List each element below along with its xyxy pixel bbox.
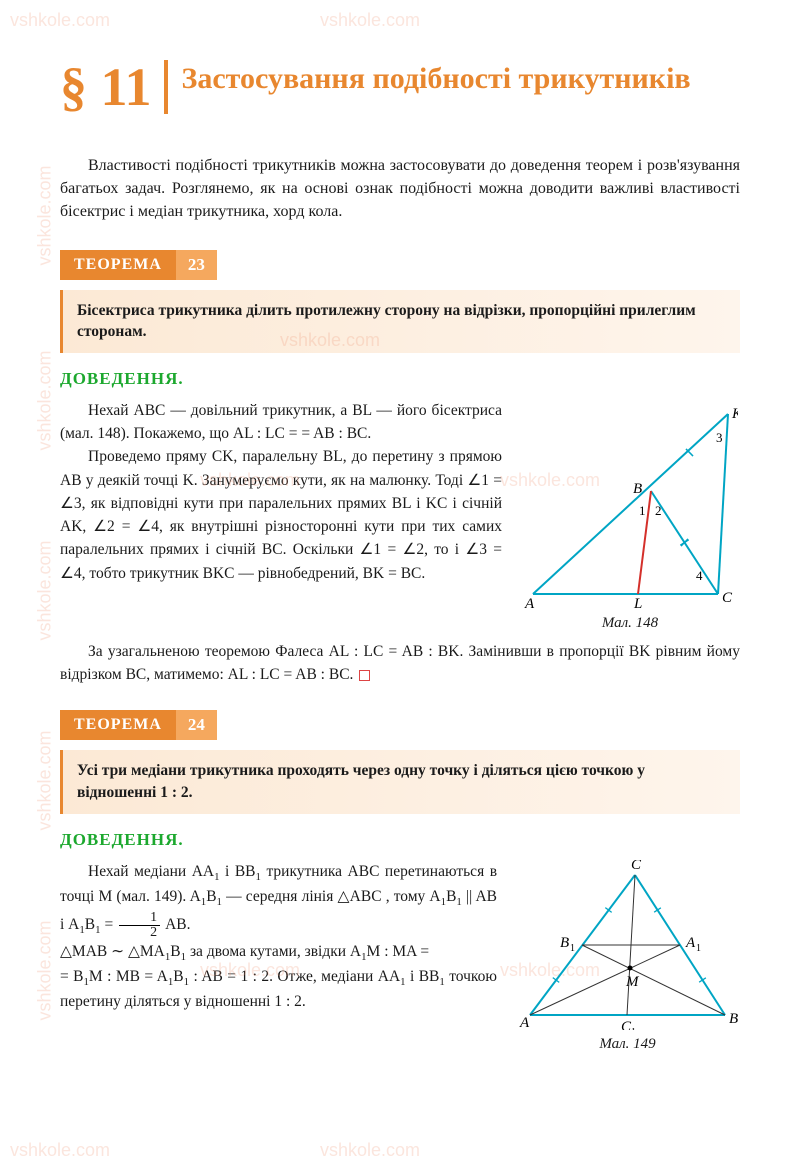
proof-23-conclusion: За узагальненою теоремою Фалеса AL : LC … [60,640,740,687]
watermark: vshkole.com [320,1140,420,1161]
svg-text:C: C [631,860,642,873]
theorem-24-label: ТЕОРЕМА 24 [60,710,217,740]
proof-24-p3: = B1M : MB = A1B1 : AB = 1 : 2. Отже, ме… [60,965,497,1014]
theorem-word: ТЕОРЕМА [60,710,176,740]
intro-paragraph: Властивості подібності трикутників можна… [60,154,740,224]
proof-23-text: Нехай ABC — довільний трикутник, а BL — … [60,399,502,632]
svg-text:1: 1 [639,503,646,518]
svg-text:L: L [633,596,642,609]
theorem-23-statement: Бісектриса трикутника ділить протилежну … [60,290,740,353]
watermark: vshkole.com [35,730,56,830]
svg-text:1: 1 [696,943,701,954]
section-number: § 11 [60,60,152,114]
section-title: Застосування подібності трикутників [182,60,691,97]
watermark: vshkole.com [10,1140,110,1161]
svg-text:A: A [524,596,535,609]
svg-text:C: C [722,590,733,606]
svg-text:4: 4 [696,568,703,583]
svg-text:1: 1 [570,943,575,954]
proof-label-23: ДОВЕДЕННЯ. [60,369,740,389]
section-number-block: § 11 [60,60,168,114]
svg-text:A: A [685,935,696,951]
triangle-diagram-149: ABCB1A1C1M [515,860,740,1030]
proof-24-block: Нехай медіани AA1 і BB1 трикутника ABC п… [60,860,740,1053]
watermark: vshkole.com [320,10,420,31]
svg-text:B: B [633,481,642,497]
svg-text:K: K [731,406,738,422]
figure-148-caption: Мал. 148 [602,615,658,632]
proof-23-p2: Проведемо пряму CK, паралельну BL, до пе… [60,445,502,585]
theorem-number: 23 [176,250,217,280]
section-header: § 11 Застосування подібності трикутників [60,60,740,114]
svg-text:B: B [560,935,569,951]
svg-text:A: A [519,1015,530,1030]
qed-icon [359,670,370,681]
watermark: vshkole.com [35,350,56,450]
watermark: vshkole.com [35,165,56,265]
theorem-number: 24 [176,710,217,740]
watermark: vshkole.com [35,540,56,640]
svg-text:B: B [729,1011,738,1027]
theorem-24-statement: Усі три медіани трикутника проходять чер… [60,750,740,813]
proof-24-p1: Нехай медіани AA1 і BB1 трикутника ABC п… [60,860,497,940]
svg-text:2: 2 [655,503,662,518]
watermark: vshkole.com [10,10,110,31]
theorem-word: ТЕОРЕМА [60,250,176,280]
figure-148: A B C K L 12 3 4 Мал. 148 [520,399,740,632]
svg-text:1: 1 [631,1027,636,1030]
proof-23-p1: Нехай ABC — довільний трикутник, а BL — … [60,399,502,446]
header-divider [164,60,168,114]
proof-24-p2: △MAB ∼ △MA1B1 за двома кутами, звідки A1… [60,940,497,965]
figure-149-caption: Мал. 149 [599,1036,655,1053]
svg-text:3: 3 [716,430,723,445]
triangle-diagram-148: A B C K L 12 3 4 [523,399,738,609]
theorem-23-label: ТЕОРЕМА 23 [60,250,217,280]
proof-24-text: Нехай медіани AA1 і BB1 трикутника ABC п… [60,860,497,1053]
figure-149: ABCB1A1C1M Мал. 149 [515,860,740,1053]
watermark: vshkole.com [35,920,56,1020]
svg-text:M: M [625,974,640,990]
proof-23-block: Нехай ABC — довільний трикутник, а BL — … [60,399,740,632]
proof-label-24: ДОВЕДЕННЯ. [60,830,740,850]
